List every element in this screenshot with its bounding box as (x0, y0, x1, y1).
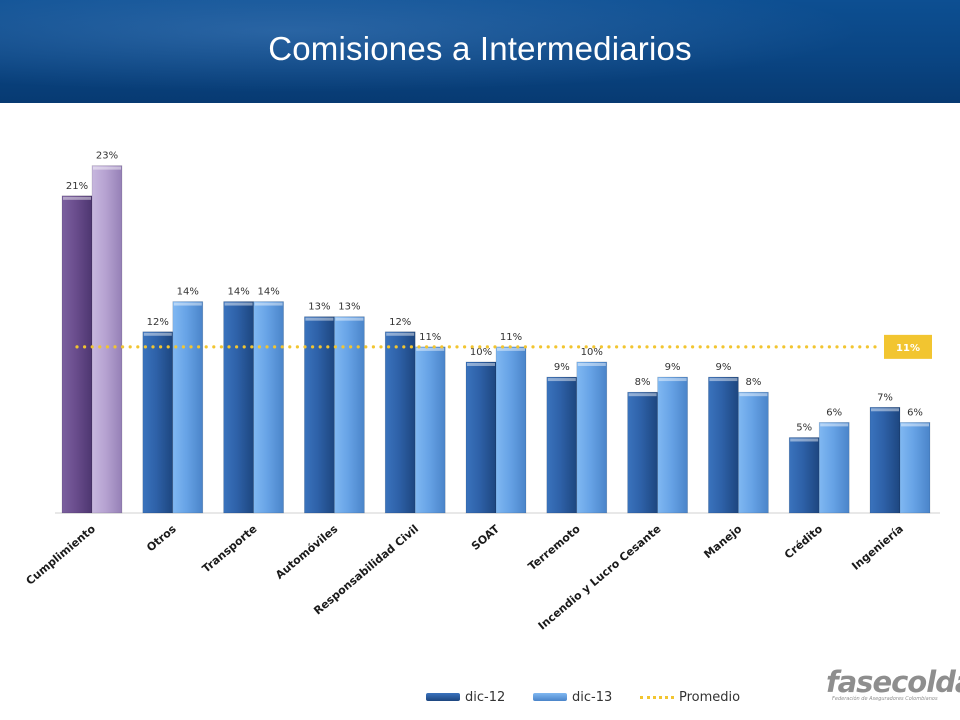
data-label-dic-13: 11% (419, 332, 441, 343)
data-label-dic-13: 11% (500, 332, 522, 343)
bar-highlight (871, 408, 899, 412)
logo-subtitle: Federación de Aseguradores Colombianos (832, 696, 938, 702)
legend-swatch-dic13 (533, 693, 567, 701)
data-label-dic-12: 12% (389, 317, 411, 328)
bar-highlight (93, 166, 121, 170)
data-label-dic-12: 7% (877, 392, 893, 403)
data-label-dic-12: 8% (635, 377, 651, 388)
bar-dic-13-automoviles (334, 316, 365, 514)
bar-dic-13-soat (495, 346, 527, 514)
bar-dic-13-manejo (738, 391, 769, 514)
data-label-dic-12: 14% (227, 287, 249, 298)
bar-highlight (143, 332, 172, 336)
category-label-soat: SOAT (469, 522, 502, 553)
legend: dic-12 dic-13 Promedio (0, 686, 960, 710)
data-label-dic-13: 14% (177, 287, 199, 298)
bar-highlight (386, 332, 415, 336)
category-label-ingenieria: Ingeniería (849, 522, 906, 572)
bar-highlight (901, 423, 929, 427)
fasecolda-logo: fasecolda Federación de Aseguradores Col… (826, 665, 960, 712)
bar-dic-12-responsabilidad-civil (384, 331, 416, 514)
data-label-dic-13: 23% (96, 151, 118, 162)
data-label-dic-13: 13% (338, 302, 360, 313)
category-label-automoviles: Automóviles (273, 522, 341, 582)
category-label-credito: Crédito (782, 522, 825, 561)
bar-dic-12-soat (465, 361, 497, 514)
bar-dic-12-transporte (223, 301, 254, 514)
bar-dic-12-manejo (708, 376, 739, 514)
data-label-dic-12: 21% (66, 181, 88, 192)
bar-dic-13-incendio-y-lucro-cesante (657, 376, 688, 514)
bar-dic-12-credito (788, 437, 820, 514)
legend-item-dic13: dic-13 (533, 686, 612, 708)
legend-item-promedio: Promedio (640, 686, 740, 708)
bar-dic-12-terremoto (546, 376, 578, 514)
bar-dic-13-otros (172, 301, 204, 514)
legend-label-promedio: Promedio (679, 689, 741, 705)
bar-dic-13-transporte (253, 301, 284, 514)
bar-highlight (820, 423, 849, 427)
slide-title: Comisiones a Intermediarios (268, 30, 692, 67)
bar-highlight (709, 378, 738, 382)
bar-dic-12-otros (142, 331, 174, 514)
data-label-dic-13: 9% (665, 362, 681, 373)
bar-highlight (628, 393, 657, 397)
bar-highlight (335, 317, 364, 321)
logo-text: fasecolda (826, 665, 960, 699)
bar-highlight (254, 302, 283, 306)
data-label-dic-13: 6% (907, 407, 923, 418)
legend-item-dic12: dic-12 (426, 686, 505, 708)
bar-dic-13-ingenieria (899, 422, 931, 514)
bar-dic-13-responsabilidad-civil (414, 346, 446, 514)
legend-label-dic12: dic-12 (465, 689, 506, 705)
average-label: 11% (896, 343, 920, 354)
slide-header: Comisiones a Intermediarios (0, 0, 960, 103)
header-glow (0, 0, 960, 103)
bar-highlight (497, 347, 525, 351)
legend-swatch-dic12 (426, 693, 460, 701)
bar-dic-13-terremoto (576, 361, 608, 514)
data-label-dic-12: 5% (796, 422, 812, 433)
bar-dic-13-credito (818, 422, 850, 514)
bar-highlight (224, 302, 253, 306)
data-label-dic-12: 9% (715, 362, 731, 373)
category-label-terremoto: Terremoto (526, 522, 583, 573)
legend-label-dic13: dic-13 (572, 689, 613, 705)
data-label-dic-12: 12% (147, 317, 169, 328)
bar-highlight (416, 347, 445, 351)
bar-highlight (658, 378, 687, 382)
data-label-dic-12: 9% (554, 362, 570, 373)
legend-swatch-promedio (640, 695, 674, 699)
bar-highlight (739, 393, 768, 397)
bar-highlight (790, 438, 819, 442)
bar-dic-12-ingenieria (869, 406, 901, 514)
average-badge (884, 334, 932, 359)
bar-highlight (547, 378, 576, 382)
bar-highlight (305, 317, 334, 321)
category-label-otros: Otros (144, 522, 179, 554)
bar-highlight (173, 302, 202, 306)
bar-dic-13-cumplimiento (91, 165, 123, 514)
data-label-dic-13: 10% (581, 347, 603, 358)
bar-dic-12-cumplimiento (61, 195, 93, 514)
data-label-dic-12: 13% (308, 302, 330, 313)
data-label-dic-13: 14% (257, 287, 279, 298)
bar-dic-12-incendio-y-lucro-cesante (627, 391, 658, 514)
data-label-dic-13: 8% (745, 377, 761, 388)
bar-highlight (63, 196, 91, 200)
category-label-manejo: Manejo (702, 522, 745, 561)
category-label-cumplimiento: Cumplimiento (24, 522, 99, 588)
data-label-dic-12: 10% (470, 347, 492, 358)
bar-highlight (577, 362, 606, 366)
data-label-dic-13: 6% (826, 407, 842, 418)
category-label-transporte: Transporte (200, 522, 260, 575)
bar-chart: 21% 23% 12% 14% 14% 14% 13% 13% 12% 11% 10% 11% 9% 10… (24, 151, 940, 633)
bar-highlight (467, 362, 495, 366)
